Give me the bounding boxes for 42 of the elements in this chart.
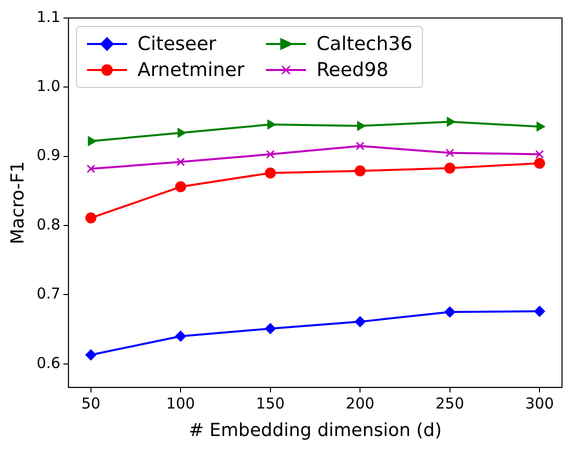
point [266, 150, 275, 159]
legend-label: Arnetminer [137, 59, 244, 81]
point [85, 349, 96, 360]
y-tick-label: 0.6 [36, 354, 60, 372]
legend-label: Reed98 [316, 59, 388, 81]
point [175, 181, 186, 192]
x-tick-label: 100 [166, 394, 195, 412]
x-tick-label: 300 [525, 394, 554, 412]
point [178, 128, 186, 138]
x-tick-label: 150 [256, 394, 285, 412]
point [444, 306, 456, 318]
point [446, 148, 454, 158]
legend-label: Caltech36 [316, 33, 412, 55]
x-tick-label: 200 [346, 394, 374, 412]
y-tick-label: 0.9 [36, 146, 60, 164]
point [85, 212, 96, 224]
y-axis-title: Macro-F1 [7, 161, 28, 244]
point [176, 158, 185, 166]
point [354, 165, 366, 176]
point [86, 164, 96, 174]
point [175, 330, 186, 342]
point [264, 323, 276, 334]
point [534, 158, 546, 169]
x-tick-label: 50 [81, 394, 100, 412]
point [446, 116, 456, 127]
y-tick-label: 1.1 [36, 8, 60, 26]
x-tick-label: 250 [436, 394, 464, 412]
legend-label: Citeseer [137, 33, 216, 55]
point [357, 121, 366, 131]
y-tick-label: 0.8 [36, 215, 60, 234]
y-tick-label: 1.0 [36, 77, 60, 96]
point [267, 120, 276, 130]
point [356, 142, 364, 150]
point [534, 306, 546, 317]
point [354, 316, 366, 328]
y-tick-label: 0.7 [36, 284, 60, 303]
point [535, 150, 544, 159]
x-axis-title: # Embedding dimension (d) [188, 420, 442, 441]
point [444, 162, 456, 174]
point [88, 136, 96, 146]
point [536, 122, 546, 132]
point [264, 167, 276, 178]
